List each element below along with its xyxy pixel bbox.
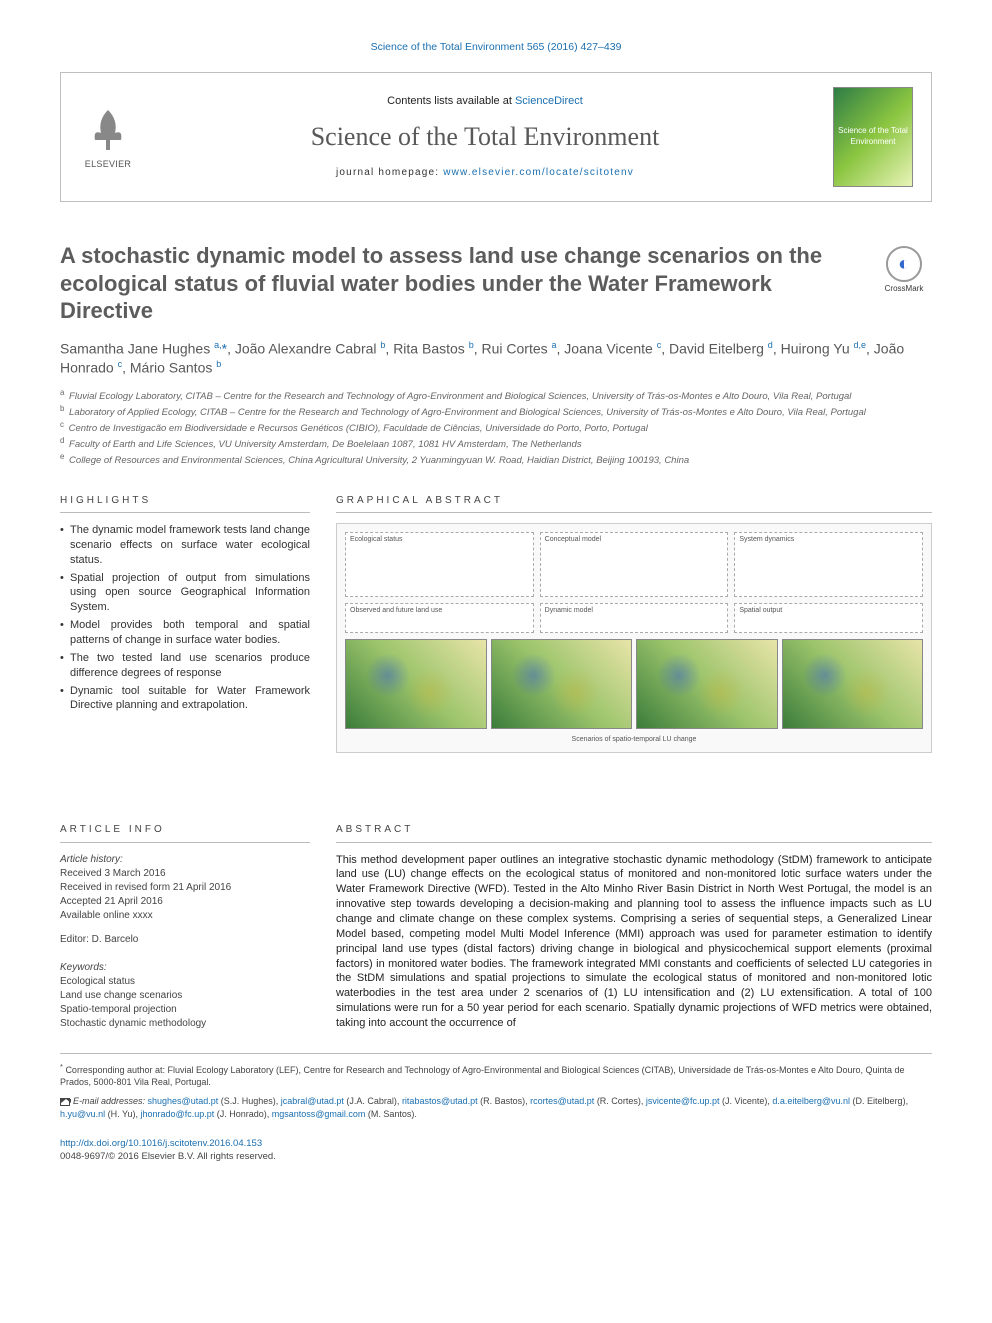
author-email[interactable]: jhonrado@fc.up.pt: [141, 1109, 215, 1119]
mail-icon: [60, 1098, 70, 1106]
author-email[interactable]: h.yu@vu.nl: [60, 1109, 105, 1119]
graphical-abstract: Ecological status Conceptual model Syste…: [336, 523, 932, 753]
graphical-abstract-heading: GRAPHICAL ABSTRACT: [336, 494, 932, 514]
ga-box-eco-status: Ecological status: [345, 532, 534, 597]
journal-homepage: journal homepage: www.elsevier.com/locat…: [157, 166, 813, 180]
copyright-line: 0048-9697/© 2016 Elsevier B.V. All right…: [60, 1151, 932, 1164]
journal-cover-thumb: Science of the Total Environment: [833, 87, 913, 187]
keyword-item: Stochastic dynamic methodology: [60, 1017, 310, 1031]
sciencedirect-link[interactable]: ScienceDirect: [515, 95, 583, 107]
corresponding-author: * Corresponding author at: Fluvial Ecolo…: [60, 1062, 932, 1089]
editor-line: Editor: D. Barcelo: [60, 933, 310, 947]
ga-map-1: [345, 639, 487, 729]
article-title: A stochastic dynamic model to assess lan…: [60, 242, 932, 325]
ga-box-dynamic-model: Dynamic model: [540, 603, 729, 633]
keyword-item: Ecological status: [60, 975, 310, 989]
journal-header: ELSEVIER Contents lists available at Sci…: [60, 72, 932, 202]
crossmark-icon: ◐: [886, 246, 922, 282]
homepage-link[interactable]: www.elsevier.com/locate/scitotenv: [443, 167, 634, 178]
elsevier-logo: ELSEVIER: [79, 105, 137, 170]
author-email[interactable]: jcabral@utad.pt: [281, 1096, 344, 1106]
author-email[interactable]: ritabastos@utad.pt: [402, 1096, 478, 1106]
homepage-label: journal homepage:: [336, 167, 443, 178]
author-email[interactable]: mgsantoss@gmail.com: [272, 1109, 366, 1119]
accepted-date: Accepted 21 April 2016: [60, 895, 310, 909]
revised-date: Received in revised form 21 April 2016: [60, 881, 310, 895]
abstract-heading: ABSTRACT: [336, 823, 932, 843]
ga-map-2: [491, 639, 633, 729]
ga-map-3: [636, 639, 778, 729]
contents-prefix: Contents lists available at: [387, 95, 515, 107]
highlight-item: Dynamic tool suitable for Water Framewor…: [60, 684, 310, 714]
elsevier-tree-icon: [83, 105, 133, 155]
keywords-block: Keywords: Ecological statusLand use chan…: [60, 961, 310, 1031]
highlight-item: The dynamic model framework tests land c…: [60, 523, 310, 568]
emails-label: E-mail addresses:: [73, 1096, 148, 1106]
emails-line: E-mail addresses: shughes@utad.pt (S.J. …: [60, 1095, 932, 1120]
author-email[interactable]: d.a.eitelberg@vu.nl: [772, 1096, 850, 1106]
received-date: Received 3 March 2016: [60, 867, 310, 881]
ga-box-land-use: Observed and future land use: [345, 603, 534, 633]
elsevier-label: ELSEVIER: [79, 158, 137, 170]
keyword-item: Spatio-temporal projection: [60, 1003, 310, 1017]
ga-box-conceptual: Conceptual model: [540, 532, 729, 597]
keywords-heading: Keywords:: [60, 961, 310, 975]
running-citation: Science of the Total Environment 565 (20…: [60, 40, 932, 54]
highlight-item: The two tested land use scenarios produc…: [60, 651, 310, 681]
article-info: Article history: Received 3 March 2016 R…: [60, 853, 310, 947]
keyword-item: Land use change scenarios: [60, 989, 310, 1003]
ga-map-4: [782, 639, 924, 729]
ga-box-spatial-output: Spatial output: [734, 603, 923, 633]
article-info-heading: ARTICLE INFO: [60, 823, 310, 843]
author-email[interactable]: shughes@utad.pt: [148, 1096, 219, 1106]
crossmark-badge[interactable]: ◐ CrossMark: [876, 246, 932, 295]
highlight-item: Model provides both temporal and spatial…: [60, 618, 310, 648]
ga-bottom-caption: Scenarios of spatio-temporal LU change: [345, 735, 923, 744]
abstract-text: This method development paper outlines a…: [336, 853, 932, 1031]
journal-title: Science of the Total Environment: [157, 119, 813, 154]
authors-line: Samantha Jane Hughes a,*, João Alexandre…: [60, 339, 932, 378]
highlights-heading: HIGHLIGHTS: [60, 494, 310, 514]
author-email[interactable]: jsvicente@fc.up.pt: [646, 1096, 720, 1106]
highlights-list: The dynamic model framework tests land c…: [60, 523, 310, 713]
affiliations: a Fluvial Ecology Laboratory, CITAB – Ce…: [60, 388, 932, 468]
crossmark-label: CrossMark: [876, 284, 932, 295]
online-date: Available online xxxx: [60, 909, 310, 923]
doi-link[interactable]: http://dx.doi.org/10.1016/j.scitotenv.20…: [60, 1138, 932, 1151]
ga-box-dynamics: System dynamics: [734, 532, 923, 597]
contents-available: Contents lists available at ScienceDirec…: [157, 94, 813, 109]
highlight-item: Spatial projection of output from simula…: [60, 571, 310, 616]
history-label: Article history:: [60, 853, 310, 867]
author-email[interactable]: rcortes@utad.pt: [530, 1096, 594, 1106]
cover-caption: Science of the Total Environment: [834, 122, 912, 152]
